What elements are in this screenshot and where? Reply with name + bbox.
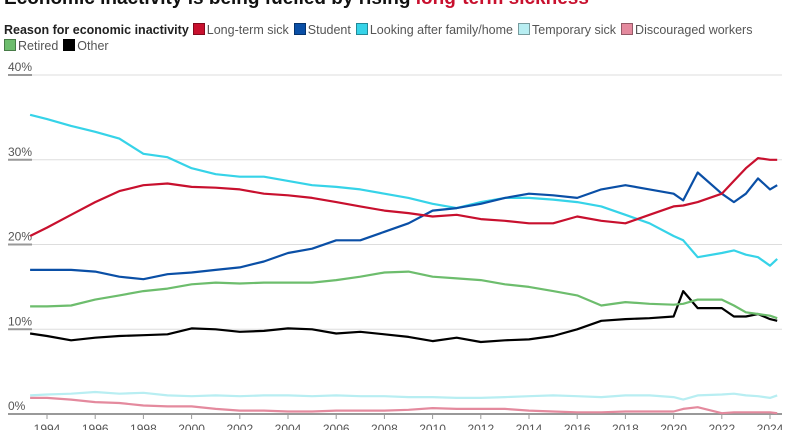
- legend-label: Discouraged workers: [635, 23, 753, 37]
- legend-swatch: [621, 23, 634, 35]
- series-line-looking-after-family-home: [29, 113, 778, 267]
- series-line-long-term-sick: [29, 157, 778, 237]
- legend-label: Student: [307, 23, 351, 37]
- legend-swatch: [355, 23, 368, 35]
- legend-item: Long-term sick: [192, 22, 289, 38]
- chart-title: Economic inactivity is being fuelled by …: [4, 0, 589, 10]
- legend-label: Long-term sick: [206, 23, 289, 37]
- x-tick-label: 2022: [708, 422, 735, 430]
- legend-item: Other: [63, 38, 109, 54]
- legend-swatch: [293, 23, 306, 35]
- title-highlight: long-term sickness: [416, 0, 589, 9]
- legend-swatch: [192, 23, 205, 35]
- x-tick-label: 2020: [660, 422, 687, 430]
- legend-item: Discouraged workers: [621, 22, 752, 38]
- series-line-retired: [30, 270, 778, 320]
- x-tick-label: 1994: [34, 422, 61, 430]
- x-tick-label: 1996: [82, 422, 109, 430]
- x-tick-label: 2008: [371, 422, 398, 430]
- series-line-temporary-sick: [30, 390, 778, 401]
- x-tick-label: 2016: [564, 422, 591, 430]
- legend-label: Looking after family/home: [369, 23, 513, 37]
- legend-item: Temporary sick: [518, 22, 616, 38]
- title-prefix: Economic inactivity is being fuelled by …: [4, 0, 416, 9]
- x-tick-label: 2014: [516, 422, 543, 430]
- x-tick-label: 2004: [275, 422, 302, 430]
- legend-label: Temporary sick: [532, 23, 617, 37]
- series-line-discouraged-workers: [30, 396, 778, 415]
- x-tick-label: 1998: [130, 422, 157, 430]
- legend-swatch: [518, 23, 530, 35]
- x-tick-label: 2012: [467, 422, 494, 430]
- legend-swatch: [4, 39, 16, 51]
- y-tick-label: 40%: [8, 60, 32, 74]
- legend-swatch: [63, 39, 76, 51]
- x-tick-label: 2000: [178, 422, 205, 430]
- x-tick-label: 2010: [419, 422, 446, 430]
- series-line-other: [29, 290, 778, 344]
- legend-title: Reason for economic inactivity: [4, 23, 189, 37]
- x-tick-label: 2018: [612, 422, 639, 430]
- legend-item: Retired: [4, 38, 58, 54]
- x-tick-label: 2002: [226, 422, 253, 430]
- y-tick-label: 20%: [8, 230, 32, 244]
- legend: Reason for economic inactivity Long-term …: [4, 22, 794, 54]
- x-tick-label: 2024: [757, 422, 784, 430]
- series-line-student: [30, 171, 778, 281]
- legend-label: Retired: [18, 39, 59, 53]
- y-tick-label: 0%: [8, 399, 26, 413]
- legend-item: Student: [293, 22, 351, 38]
- legend-item: Looking after family/home: [355, 22, 513, 38]
- legend-label: Other: [77, 39, 109, 53]
- y-tick-label: 10%: [8, 314, 32, 328]
- x-tick-label: 2006: [323, 422, 350, 430]
- y-tick-label: 30%: [8, 145, 32, 159]
